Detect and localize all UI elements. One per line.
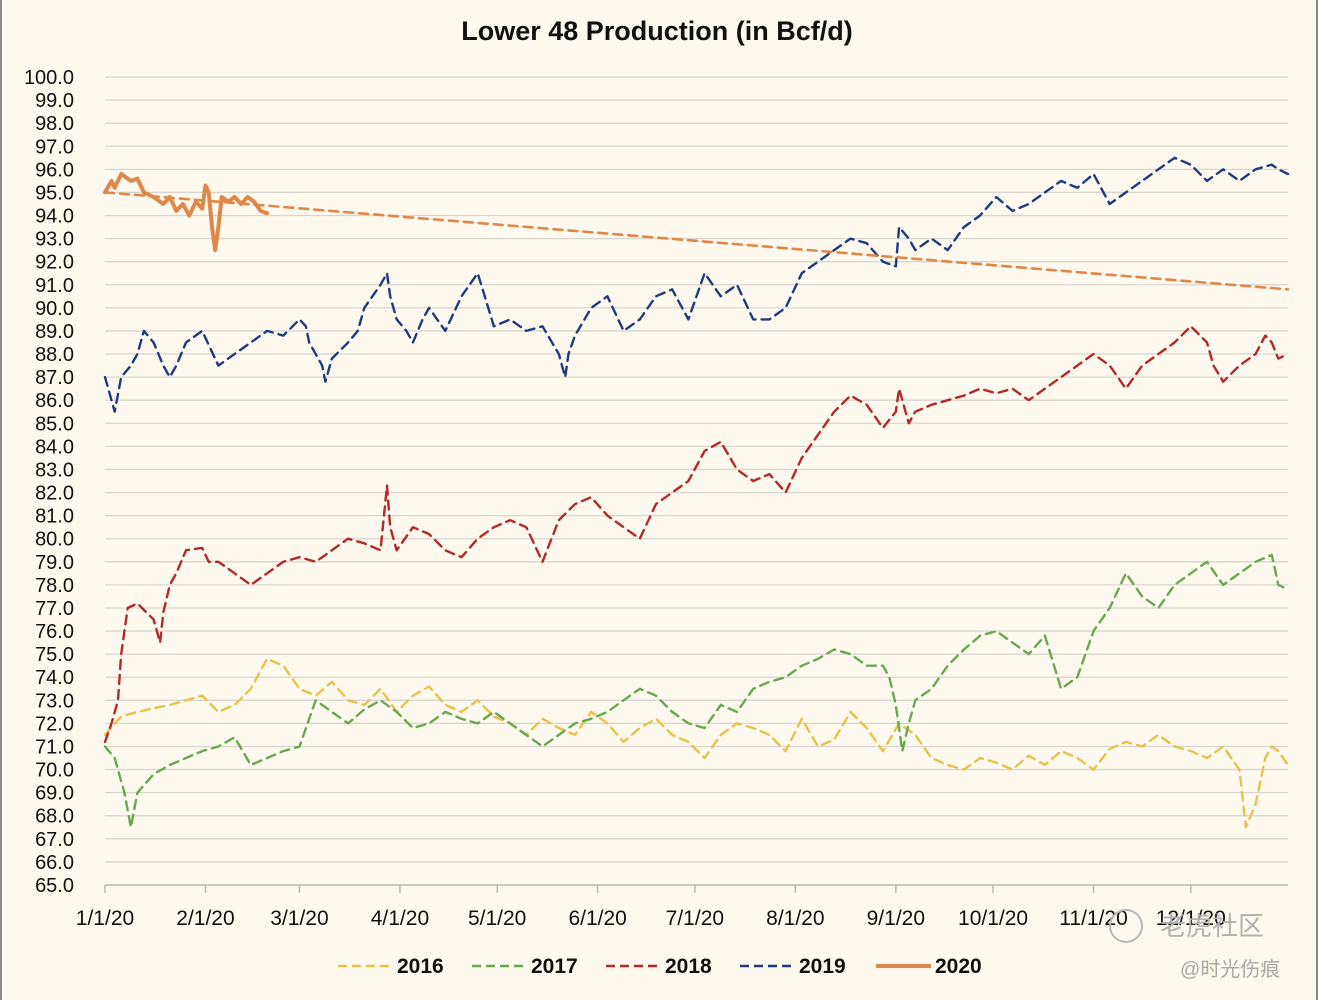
chart-title: Lower 48 Production (in Bcf/d): [461, 16, 853, 46]
y-tick-label: 65.0: [35, 875, 74, 897]
legend-label: 2020: [935, 955, 982, 978]
x-tick-label: 10/1/20: [958, 907, 1028, 930]
y-tick-label: 80.0: [35, 529, 74, 551]
y-tick-label: 90.0: [35, 298, 74, 320]
legend-label: 2018: [665, 955, 712, 978]
series-line-2016: [103, 657, 1290, 829]
watermark-text: 老虎社区: [1160, 911, 1264, 941]
y-axis-ticks: 100.099.098.097.096.095.094.093.092.091.…: [24, 67, 74, 897]
y-tick-label: 96.0: [35, 159, 74, 181]
series-line-2020: [103, 172, 270, 253]
series-layer: [103, 156, 1290, 829]
x-tick-label: 8/1/20: [766, 907, 824, 930]
series-line-2019: [103, 156, 1290, 413]
legend: 2016 2017 2018 2019 2020: [338, 955, 982, 978]
x-tick-label: 4/1/20: [371, 907, 429, 930]
y-tick-label: 68.0: [35, 806, 74, 828]
y-tick-label: 85.0: [35, 413, 74, 435]
x-tick-label: 6/1/20: [568, 907, 626, 930]
x-tick-label: 3/1/20: [270, 907, 328, 930]
y-tick-label: 97.0: [35, 136, 74, 158]
legend-label: 2016: [397, 955, 444, 978]
legend-label: 2019: [799, 955, 846, 978]
y-tick-label: 82.0: [35, 483, 74, 505]
grid-lines: [105, 76, 1288, 886]
x-tick-label: 12/1/20: [1156, 907, 1226, 930]
y-tick-label: 70.0: [35, 760, 74, 782]
y-tick-label: 76.0: [35, 621, 74, 643]
series-line-2020-trend: [103, 191, 1290, 291]
y-tick-label: 93.0: [35, 229, 74, 251]
series-line-2018: [103, 325, 1290, 744]
legend-label: 2017: [531, 955, 578, 978]
y-tick-label: 69.0: [35, 783, 74, 805]
y-tick-label: 99.0: [35, 90, 74, 112]
y-tick-label: 88.0: [35, 344, 74, 366]
y-tick-label: 79.0: [35, 552, 74, 574]
y-tick-label: 72.0: [35, 713, 74, 735]
y-tick-label: 75.0: [35, 644, 74, 666]
y-tick-label: 86.0: [35, 390, 74, 412]
y-tick-label: 98.0: [35, 113, 74, 135]
y-tick-label: 84.0: [35, 436, 74, 458]
watermark-logo-icon: [1109, 909, 1143, 943]
y-tick-label: 74.0: [35, 667, 74, 689]
x-tick-label: 5/1/20: [468, 907, 526, 930]
y-tick-label: 67.0: [35, 829, 74, 851]
y-tick-label: 87.0: [35, 367, 74, 389]
y-tick-label: 81.0: [35, 506, 74, 528]
y-tick-label: 94.0: [35, 206, 74, 228]
x-tick-label: 2/1/20: [176, 907, 234, 930]
x-tick-label: 11/1/20: [1059, 907, 1128, 930]
y-tick-label: 95.0: [35, 182, 74, 204]
x-tick-label: 9/1/20: [867, 907, 925, 930]
x-tick-label: 7/1/20: [666, 907, 724, 930]
x-axis: 1/1/20 2/1/20 3/1/20 4/1/20 5/1/20 6/1/20 7/1/…: [76, 884, 1288, 930]
series-line-2017: [103, 553, 1290, 829]
watermark: 老虎社区 @时光伤痕: [1109, 909, 1280, 981]
y-tick-label: 77.0: [35, 598, 74, 620]
y-tick-label: 91.0: [35, 275, 74, 297]
y-tick-label: 71.0: [35, 736, 74, 758]
y-tick-label: 89.0: [35, 321, 74, 343]
y-tick-label: 100.0: [24, 67, 74, 89]
x-tick-label: 1/1/20: [76, 907, 134, 930]
y-tick-label: 83.0: [35, 459, 74, 481]
y-tick-label: 73.0: [35, 690, 74, 712]
y-tick-label: 92.0: [35, 252, 74, 274]
y-tick-label: 78.0: [35, 575, 74, 597]
watermark-handle: @时光伤痕: [1180, 958, 1280, 981]
y-tick-label: 66.0: [35, 852, 74, 874]
